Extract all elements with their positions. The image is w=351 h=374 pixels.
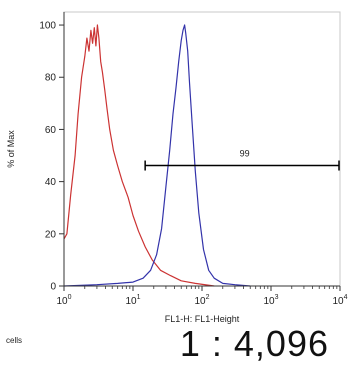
cells-label: cells <box>6 336 23 345</box>
gate-label: 99 <box>240 149 250 159</box>
y-axis-label: % of Max <box>6 130 16 168</box>
x-axis-label: FL1-H: FL1-Height <box>165 314 240 324</box>
y-tick-label: 60 <box>45 125 57 136</box>
x-tick-label: 102 <box>194 294 209 307</box>
x-tick-label: 100 <box>56 294 71 307</box>
dilution-ratio: 1 : 4,096 <box>179 323 329 364</box>
y-tick-label: 100 <box>39 21 56 32</box>
y-tick-label: 80 <box>45 73 57 84</box>
x-tick-label: 103 <box>263 294 278 307</box>
x-tick-label: 101 <box>125 294 140 307</box>
x-tick-label: 104 <box>332 294 347 307</box>
y-tick-label: 20 <box>45 229 57 240</box>
y-tick-label: 40 <box>45 177 57 188</box>
y-tick-label: 0 <box>50 282 56 293</box>
series-line-1 <box>63 24 215 287</box>
plot-frame <box>63 11 341 287</box>
series-line-2 <box>63 24 251 287</box>
